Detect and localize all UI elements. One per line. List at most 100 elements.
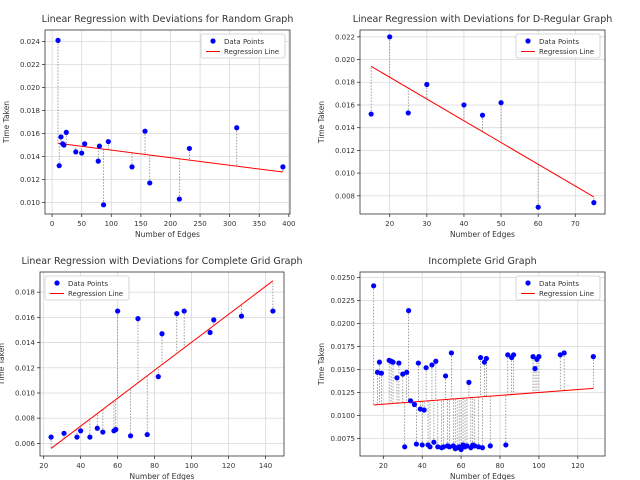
legend: Data Points Regression Line <box>515 33 601 59</box>
x-axis-label: Number of Edges <box>135 230 200 239</box>
y-tick-label: 0.014 <box>335 124 356 132</box>
y-tick-label: 0.010 <box>20 199 40 207</box>
data-point <box>411 401 418 408</box>
data-point <box>472 443 478 449</box>
data-point <box>405 110 411 116</box>
data-point <box>390 359 396 365</box>
data-point <box>476 444 482 450</box>
data-point <box>159 331 165 337</box>
legend-marker-points <box>210 38 216 44</box>
y-tick-label: 0.010 <box>15 389 35 397</box>
legend-box <box>200 33 286 59</box>
y-tick-label: 0.012 <box>335 147 355 155</box>
data-point <box>532 366 538 372</box>
y-tick-label: 0.0200 <box>331 320 356 328</box>
data-point <box>115 308 121 314</box>
data-point <box>535 204 541 210</box>
data-point <box>82 141 88 147</box>
plot-frame <box>359 29 606 215</box>
data-point <box>498 100 504 106</box>
y-tick-label: 0.014 <box>20 153 41 161</box>
data-point <box>483 355 489 362</box>
data-point <box>144 431 150 438</box>
x-tick-label: 20 <box>379 462 388 470</box>
y-tick-label: 0.0100 <box>331 412 356 420</box>
y-tick-label: 0.0125 <box>331 389 356 397</box>
data-point <box>394 375 400 381</box>
y-tick-label: 0.024 <box>20 38 41 46</box>
x-tick-label: 400 <box>282 220 295 228</box>
x-tick-label: 50 <box>497 220 506 228</box>
x-tick-label: 60 <box>457 462 466 470</box>
data-point <box>487 443 493 449</box>
chart-title: Linear Regression with Deviations for D-… <box>353 14 613 25</box>
data-point <box>561 350 567 356</box>
y-tick-label: 0.0150 <box>331 366 356 374</box>
data-point <box>530 354 536 360</box>
x-tick-label: 200 <box>164 220 177 228</box>
data-point <box>135 316 141 322</box>
legend-label-points: Data Points <box>539 280 579 288</box>
y-tick-label: 0.022 <box>20 61 40 69</box>
data-point <box>427 444 433 450</box>
data-point <box>96 143 103 149</box>
data-point <box>94 425 100 431</box>
y-tick-label: 0.012 <box>15 364 35 372</box>
y-tick-label: 0.020 <box>335 56 355 64</box>
y-axis-label: Time Taken <box>317 343 326 386</box>
data-point <box>61 430 67 436</box>
legend-label-line: Regression Line <box>224 48 279 56</box>
x-tick-label: 120 <box>222 462 235 470</box>
data-point <box>280 164 286 170</box>
x-tick-label: 70 <box>571 220 580 228</box>
x-tick-label: 140 <box>259 462 272 470</box>
y-tick-label: 0.0075 <box>331 435 356 443</box>
y-tick-label: 0.0250 <box>331 274 356 282</box>
data-point <box>479 445 486 451</box>
data-point <box>211 317 217 323</box>
y-axis-label: Time Taken <box>2 101 11 144</box>
x-axis-label: Number of Edges <box>130 472 195 480</box>
data-point <box>400 371 406 377</box>
x-tick-label: 350 <box>253 220 266 228</box>
data-point <box>374 369 381 375</box>
x-tick-label: 40 <box>418 462 427 470</box>
x-tick-label: 100 <box>185 462 198 470</box>
data-point <box>95 158 101 164</box>
x-tick-label: 100 <box>105 220 118 228</box>
data-point <box>58 134 64 140</box>
x-tick-label: 20 <box>385 220 394 228</box>
data-point <box>147 180 153 186</box>
legend: Data Points Regression Line <box>515 275 601 301</box>
y-tick-label: 0.014 <box>15 339 36 347</box>
x-tick-label: 40 <box>459 220 468 228</box>
y-tick-label: 0.016 <box>335 101 356 109</box>
y-tick-label: 0.012 <box>20 176 40 184</box>
data-point <box>155 374 161 380</box>
x-tick-label: 0 <box>50 220 54 228</box>
data-point <box>423 365 429 371</box>
x-tick-label: 60 <box>534 220 543 228</box>
data-point <box>378 370 384 376</box>
data-point <box>461 102 467 108</box>
plot-frame <box>359 271 606 457</box>
legend-label-line: Regression Line <box>68 290 123 298</box>
legend-label-line: Regression Line <box>539 48 594 56</box>
data-point <box>419 442 425 448</box>
y-tick-label: 0.0225 <box>331 297 356 305</box>
y-axis-label: Time Taken <box>317 101 326 144</box>
data-point <box>479 112 486 118</box>
data-point <box>466 379 472 385</box>
data-point <box>417 406 423 412</box>
y-tick-label: 0.0175 <box>331 343 356 351</box>
y-tick-label: 0.020 <box>20 84 40 92</box>
y-tick-label: 0.018 <box>15 289 35 297</box>
data-point <box>105 138 111 145</box>
data-point <box>421 407 427 413</box>
data-point <box>61 142 67 148</box>
x-tick-label: 80 <box>150 462 159 470</box>
data-point <box>186 145 192 152</box>
x-tick-label: 100 <box>532 462 545 470</box>
data-point <box>55 37 61 43</box>
legend-label-points: Data Points <box>539 38 579 46</box>
